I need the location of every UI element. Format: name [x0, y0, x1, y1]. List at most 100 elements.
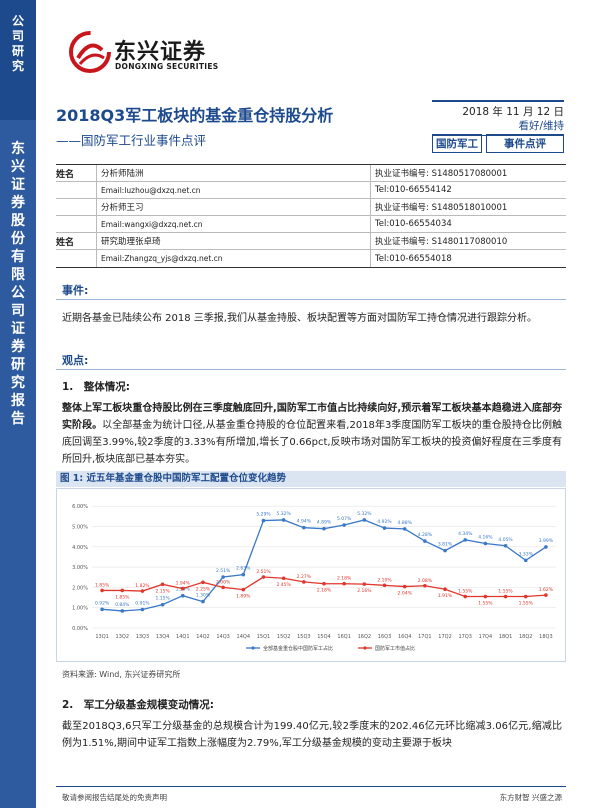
tag-industry: 国防军工: [432, 134, 482, 153]
data-label: 4.34%: [458, 531, 473, 537]
y-tick-label: 2.00%: [72, 585, 88, 591]
data-label: 3.81%: [438, 542, 453, 548]
data-point: [443, 548, 447, 553]
data-label: 4.28%: [418, 532, 433, 538]
data-point: [241, 587, 246, 592]
x-tick-label: 15Q4: [317, 634, 330, 640]
data-label: 4.92%: [377, 519, 392, 525]
data-label: 4.94%: [297, 519, 312, 525]
data-point: [221, 585, 225, 590]
logo-name-en: DONGXING SECURITIES: [115, 62, 219, 71]
analyst-email[interactable]: Email:luzhou@dxzq.net.cn: [96, 182, 370, 198]
data-label: 0.91%: [135, 601, 150, 607]
x-tick-label: 18Q3: [539, 634, 552, 640]
data-label: 5.07%: [337, 516, 352, 522]
data-point: [362, 518, 367, 522]
x-tick-label: 13Q4: [156, 634, 169, 640]
x-tick-label: 13Q2: [116, 634, 129, 640]
analyst-email[interactable]: Email:wangxi@dxzq.net.cn: [96, 216, 370, 232]
data-label: 2.51%: [216, 568, 231, 574]
event-label: 事件:: [62, 284, 89, 297]
legend-marker: [363, 646, 367, 650]
sidebar-char: 告: [11, 411, 25, 427]
sidebar-char: 究: [11, 375, 25, 391]
data-label: 1.55%: [478, 601, 493, 607]
data-label: 1.91%: [438, 593, 453, 599]
y-tick-label: 5.00%: [72, 524, 88, 530]
data-point: [201, 580, 205, 585]
data-label: 4.89%: [317, 520, 332, 526]
company-logo: 东兴证券 DONGXING SECURITIES: [68, 30, 228, 80]
sidebar-char: 公: [11, 14, 24, 28]
data-label: 2.45%: [277, 582, 292, 588]
data-point: [463, 538, 468, 542]
logo-name-cn: 东兴证券: [114, 40, 207, 65]
data-point: [402, 584, 407, 589]
report-tags: 国防军工 事件点评: [432, 134, 564, 153]
data-point: [322, 526, 326, 531]
sidebar-top: 公司研究: [0, 0, 36, 120]
data-label: 1.94%: [176, 581, 191, 587]
y-tick-label: 4.00%: [72, 545, 88, 551]
analyst-email[interactable]: Email:Zhangzq_yjs@dxzq.net.cn: [96, 250, 370, 267]
y-tick-label: 3.00%: [72, 565, 88, 571]
data-label: 4.05%: [498, 537, 513, 543]
tag-type: 事件点评: [486, 134, 564, 153]
x-tick-label: 15Q2: [277, 634, 290, 640]
data-point: [100, 607, 104, 612]
data-point: [423, 583, 427, 588]
data-label: 1.89%: [236, 594, 251, 600]
data-label: 5.29%: [256, 512, 271, 518]
data-label: 2.08%: [418, 578, 433, 584]
position-trend-chart: 0.00% 1.00% 2.00% 3.00% 4.00% 5.00% 6.00% 13Q1 1…: [56, 488, 566, 662]
x-tick-label: 14Q4: [237, 634, 250, 640]
x-tick-label: 15Q1: [257, 634, 270, 640]
data-point: [160, 602, 165, 607]
x-tick-label: 16Q3: [378, 634, 391, 640]
data-label: 0.84%: [115, 602, 130, 608]
analyst-cert: 执业证书编号: S1480518010001: [370, 199, 566, 215]
x-tick-label: 16Q2: [358, 634, 371, 640]
data-point: [423, 539, 427, 543]
analyst-contact-row: Email:Zhangzq_yjs@dxzq.net.cn Tel:010-66…: [56, 250, 566, 267]
data-label: 2.16%: [357, 588, 372, 594]
report-subtitle: ——国防军工行业事件点评: [56, 133, 207, 148]
data-point: [483, 594, 488, 599]
data-point: [180, 586, 185, 591]
view-divider: [56, 369, 566, 370]
data-point: [523, 558, 528, 563]
data-point: [342, 581, 346, 586]
analyst-row: 姓名 分析师陆洲 执业证书编号: S1480517080001: [56, 165, 566, 182]
data-label: 2.15%: [155, 588, 170, 594]
analyst-role: 分析师陆洲: [96, 165, 370, 181]
footer-disclaimer[interactable]: 敬请参阅报告结尾处的免责声明: [62, 793, 167, 802]
event-text: 近期各基金已陆续公布 2018 三季报,我们从基金持股、板块配置等方面对国防军工…: [62, 313, 537, 324]
x-tick-label: 15Q3: [297, 634, 310, 640]
x-tick-label: 18Q2: [519, 634, 532, 640]
data-point: [201, 599, 205, 604]
data-label: 4.16%: [478, 535, 493, 541]
data-point: [302, 525, 306, 530]
paragraph-fund-scale: 截至2018Q3,6只军工分级基金的总规模合计为199.40亿元,较2季度末的2…: [62, 721, 562, 749]
data-label: 1.62%: [539, 587, 554, 593]
analyst-contact-row: Email:luzhou@dxzq.net.cn Tel:010-6655414…: [56, 182, 566, 199]
analyst-row: 姓名 研究助理张卓琦 执业证书编号: S1480117080010: [56, 233, 566, 250]
view-label: 观点:: [62, 354, 89, 367]
figure-source: 资料来源: Wind, 东兴证券研究所: [62, 670, 181, 679]
data-point: [261, 575, 266, 579]
data-label: 1.55%: [498, 589, 513, 595]
paragraph-overall: 整体上军工板块重仓持股比例在三季度触底回升,国防军工市值占比持续向好,预示着军工…: [62, 400, 562, 468]
x-tick-label: 18Q1: [499, 634, 512, 640]
heading-fund-scale: 2. 军工分级基金规模变动情况:: [62, 699, 214, 711]
data-label: 5.32%: [277, 511, 292, 517]
data-label: 2.27%: [297, 574, 312, 580]
data-label: 3.99%: [539, 538, 554, 544]
data-label: 2.25%: [196, 586, 211, 592]
x-tick-label: 16Q1: [337, 634, 350, 640]
data-label: 2.00%: [216, 579, 231, 585]
sidebar-char: 证: [11, 177, 25, 193]
heading-overall: 1. 整体情况:: [62, 381, 130, 393]
sidebar-char: 研: [11, 357, 25, 373]
data-label: 1.30%: [196, 593, 211, 599]
data-label: 2.51%: [256, 569, 271, 575]
